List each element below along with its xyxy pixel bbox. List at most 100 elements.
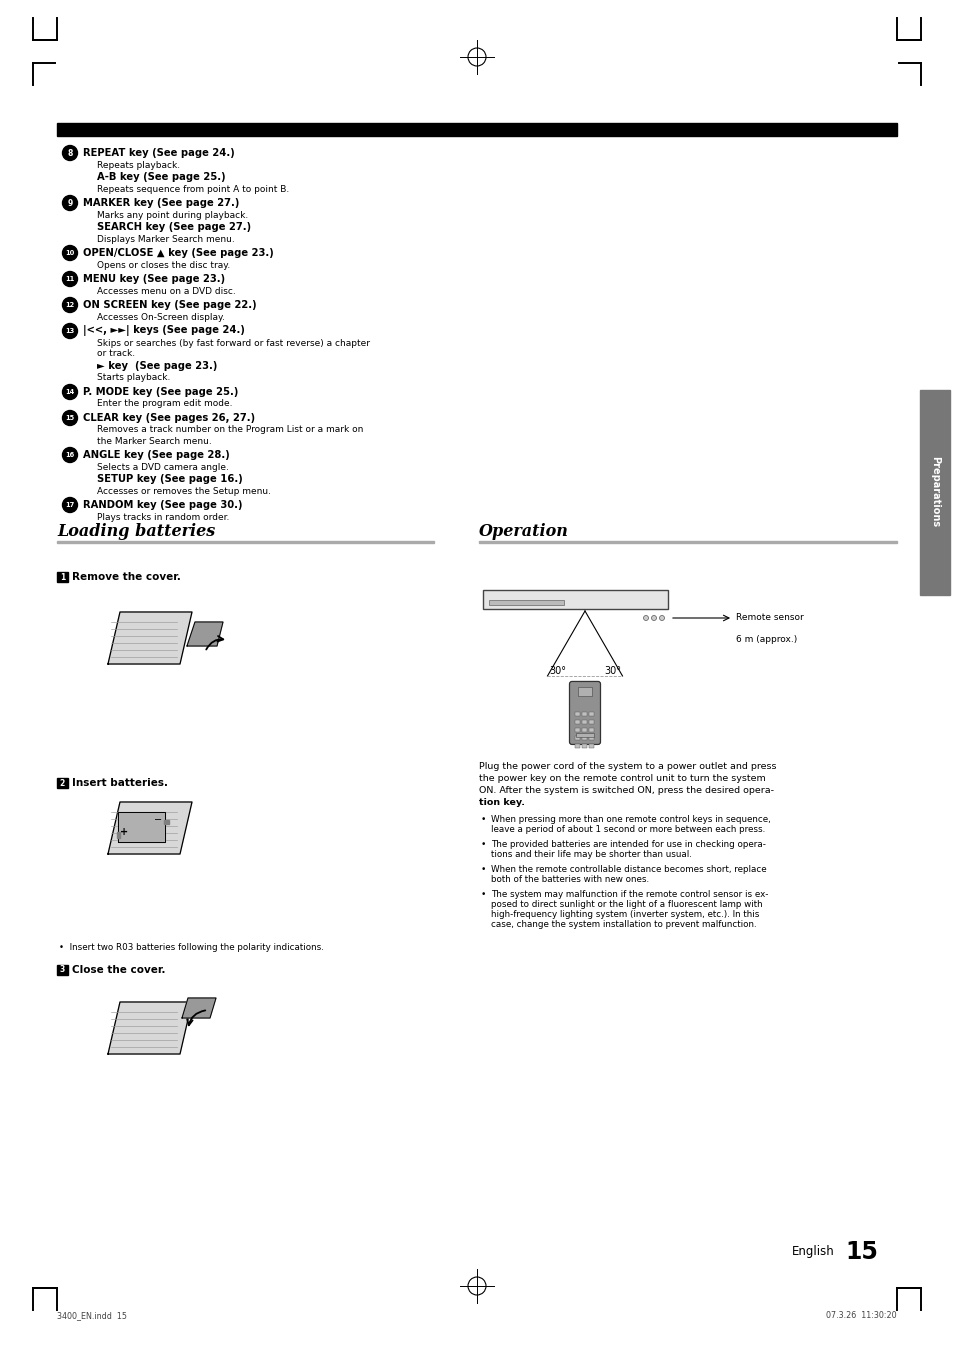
Bar xyxy=(575,720,579,724)
Circle shape xyxy=(643,616,648,621)
Text: •: • xyxy=(480,840,486,849)
Text: 16: 16 xyxy=(66,452,74,458)
Circle shape xyxy=(63,196,77,211)
Text: SEARCH key (See page 27.): SEARCH key (See page 27.) xyxy=(97,221,251,232)
Polygon shape xyxy=(118,811,165,842)
Polygon shape xyxy=(108,802,192,855)
Text: 3: 3 xyxy=(60,965,65,975)
Text: Accesses menu on a DVD disc.: Accesses menu on a DVD disc. xyxy=(97,286,235,296)
Text: Marks any point during playback.: Marks any point during playback. xyxy=(97,211,248,220)
Text: Insert batteries.: Insert batteries. xyxy=(71,778,168,788)
Text: 1: 1 xyxy=(60,572,65,582)
Bar xyxy=(478,540,896,543)
Bar xyxy=(919,390,949,595)
Bar xyxy=(575,744,579,748)
Text: ► key  (See page 23.): ► key (See page 23.) xyxy=(97,360,217,371)
Text: OPEN/CLOSE ▲ key (See page 23.): OPEN/CLOSE ▲ key (See page 23.) xyxy=(83,248,274,258)
Text: both of the batteries with new ones.: both of the batteries with new ones. xyxy=(491,875,648,884)
Text: −: − xyxy=(153,815,162,825)
Polygon shape xyxy=(187,622,223,647)
Text: Operation: Operation xyxy=(478,522,568,540)
Text: CLEAR key (See pages 26, 27.): CLEAR key (See pages 26, 27.) xyxy=(83,413,254,423)
Circle shape xyxy=(651,616,656,621)
Circle shape xyxy=(63,297,77,312)
Text: Plug the power cord of the system to a power outlet and press: Plug the power cord of the system to a p… xyxy=(478,761,776,771)
Text: Loading batteries: Loading batteries xyxy=(57,522,215,540)
Text: Skips or searches (by fast forward or fast reverse) a chapter: Skips or searches (by fast forward or fa… xyxy=(97,339,370,347)
Text: •  Insert two R03 batteries following the polarity indications.: • Insert two R03 batteries following the… xyxy=(59,944,323,953)
Text: Repeats playback.: Repeats playback. xyxy=(97,161,180,170)
Bar xyxy=(57,540,434,543)
Text: 13: 13 xyxy=(66,328,74,333)
Polygon shape xyxy=(108,612,192,664)
Text: 10: 10 xyxy=(66,250,74,256)
Circle shape xyxy=(63,410,77,425)
Text: P. MODE key (See page 25.): P. MODE key (See page 25.) xyxy=(83,387,238,397)
Bar xyxy=(575,711,579,716)
Text: Remote sensor: Remote sensor xyxy=(735,613,803,621)
Bar xyxy=(581,720,586,724)
Text: 14: 14 xyxy=(66,389,74,396)
Bar xyxy=(588,736,594,740)
Text: RANDOM key (See page 30.): RANDOM key (See page 30.) xyxy=(83,500,242,510)
Text: When the remote controllable distance becomes short, replace: When the remote controllable distance be… xyxy=(491,865,766,873)
Bar xyxy=(588,720,594,724)
Text: Opens or closes the disc tray.: Opens or closes the disc tray. xyxy=(97,261,230,270)
Bar xyxy=(57,572,68,582)
Text: ANGLE key (See page 28.): ANGLE key (See page 28.) xyxy=(83,450,230,460)
Text: tion key.: tion key. xyxy=(478,798,524,807)
Text: 8: 8 xyxy=(68,148,72,158)
Text: 6 m (approx.): 6 m (approx.) xyxy=(735,636,797,644)
Bar xyxy=(588,728,594,732)
Text: 3400_EN.indd  15: 3400_EN.indd 15 xyxy=(57,1311,127,1320)
Text: Accesses or removes the Setup menu.: Accesses or removes the Setup menu. xyxy=(97,486,271,495)
Text: Displays Marker Search menu.: Displays Marker Search menu. xyxy=(97,235,234,243)
Bar xyxy=(581,736,586,740)
Bar xyxy=(164,819,169,823)
Bar xyxy=(482,590,667,609)
Bar xyxy=(575,728,579,732)
Text: |<<, ►►| keys (See page 24.): |<<, ►►| keys (See page 24.) xyxy=(83,325,245,336)
Text: Close the cover.: Close the cover. xyxy=(71,965,165,975)
Text: Plays tracks in random order.: Plays tracks in random order. xyxy=(97,513,229,521)
Bar xyxy=(581,728,586,732)
Text: 30°: 30° xyxy=(603,666,620,676)
Circle shape xyxy=(63,385,77,400)
Text: posed to direct sunlight or the light of a fluorescent lamp with: posed to direct sunlight or the light of… xyxy=(491,900,761,909)
Text: high-frequency lighting system (inverter system, etc.). In this: high-frequency lighting system (inverter… xyxy=(491,910,759,919)
FancyBboxPatch shape xyxy=(569,682,599,744)
Text: 12: 12 xyxy=(66,302,74,308)
Bar xyxy=(117,832,120,838)
Text: 2: 2 xyxy=(60,779,65,787)
Text: Accesses On-Screen display.: Accesses On-Screen display. xyxy=(97,312,225,321)
Text: Preparations: Preparations xyxy=(929,456,939,528)
Bar xyxy=(57,965,68,975)
Text: •: • xyxy=(480,815,486,824)
Text: leave a period of about 1 second or more between each press.: leave a period of about 1 second or more… xyxy=(491,825,764,834)
Text: or track.: or track. xyxy=(97,350,135,359)
Text: 30°: 30° xyxy=(548,666,565,676)
Text: When pressing more than one remote control keys in sequence,: When pressing more than one remote contr… xyxy=(491,815,770,824)
Text: +: + xyxy=(120,828,128,837)
Text: Starts playback.: Starts playback. xyxy=(97,374,171,382)
Bar xyxy=(576,733,594,737)
Circle shape xyxy=(63,447,77,463)
Bar xyxy=(57,778,68,788)
Bar xyxy=(57,123,896,136)
Text: 15: 15 xyxy=(844,1241,877,1264)
Text: Removes a track number on the Program List or a mark on: Removes a track number on the Program Li… xyxy=(97,425,363,435)
Text: tions and their life may be shorter than usual.: tions and their life may be shorter than… xyxy=(491,850,691,859)
Circle shape xyxy=(63,498,77,513)
Text: 07.3.26  11:30:20: 07.3.26 11:30:20 xyxy=(825,1311,896,1320)
Text: 17: 17 xyxy=(66,502,74,508)
Text: case, change the system installation to prevent malfunction.: case, change the system installation to … xyxy=(491,919,756,929)
Bar xyxy=(575,736,579,740)
Circle shape xyxy=(63,271,77,286)
Text: SETUP key (See page 16.): SETUP key (See page 16.) xyxy=(97,474,242,485)
Text: Enter the program edit mode.: Enter the program edit mode. xyxy=(97,400,233,409)
Text: English: English xyxy=(791,1246,834,1258)
Text: ON. After the system is switched ON, press the desired opera-: ON. After the system is switched ON, pre… xyxy=(478,786,773,795)
Text: Repeats sequence from point A to point B.: Repeats sequence from point A to point B… xyxy=(97,185,289,193)
Text: MENU key (See page 23.): MENU key (See page 23.) xyxy=(83,274,225,284)
Bar xyxy=(588,744,594,748)
